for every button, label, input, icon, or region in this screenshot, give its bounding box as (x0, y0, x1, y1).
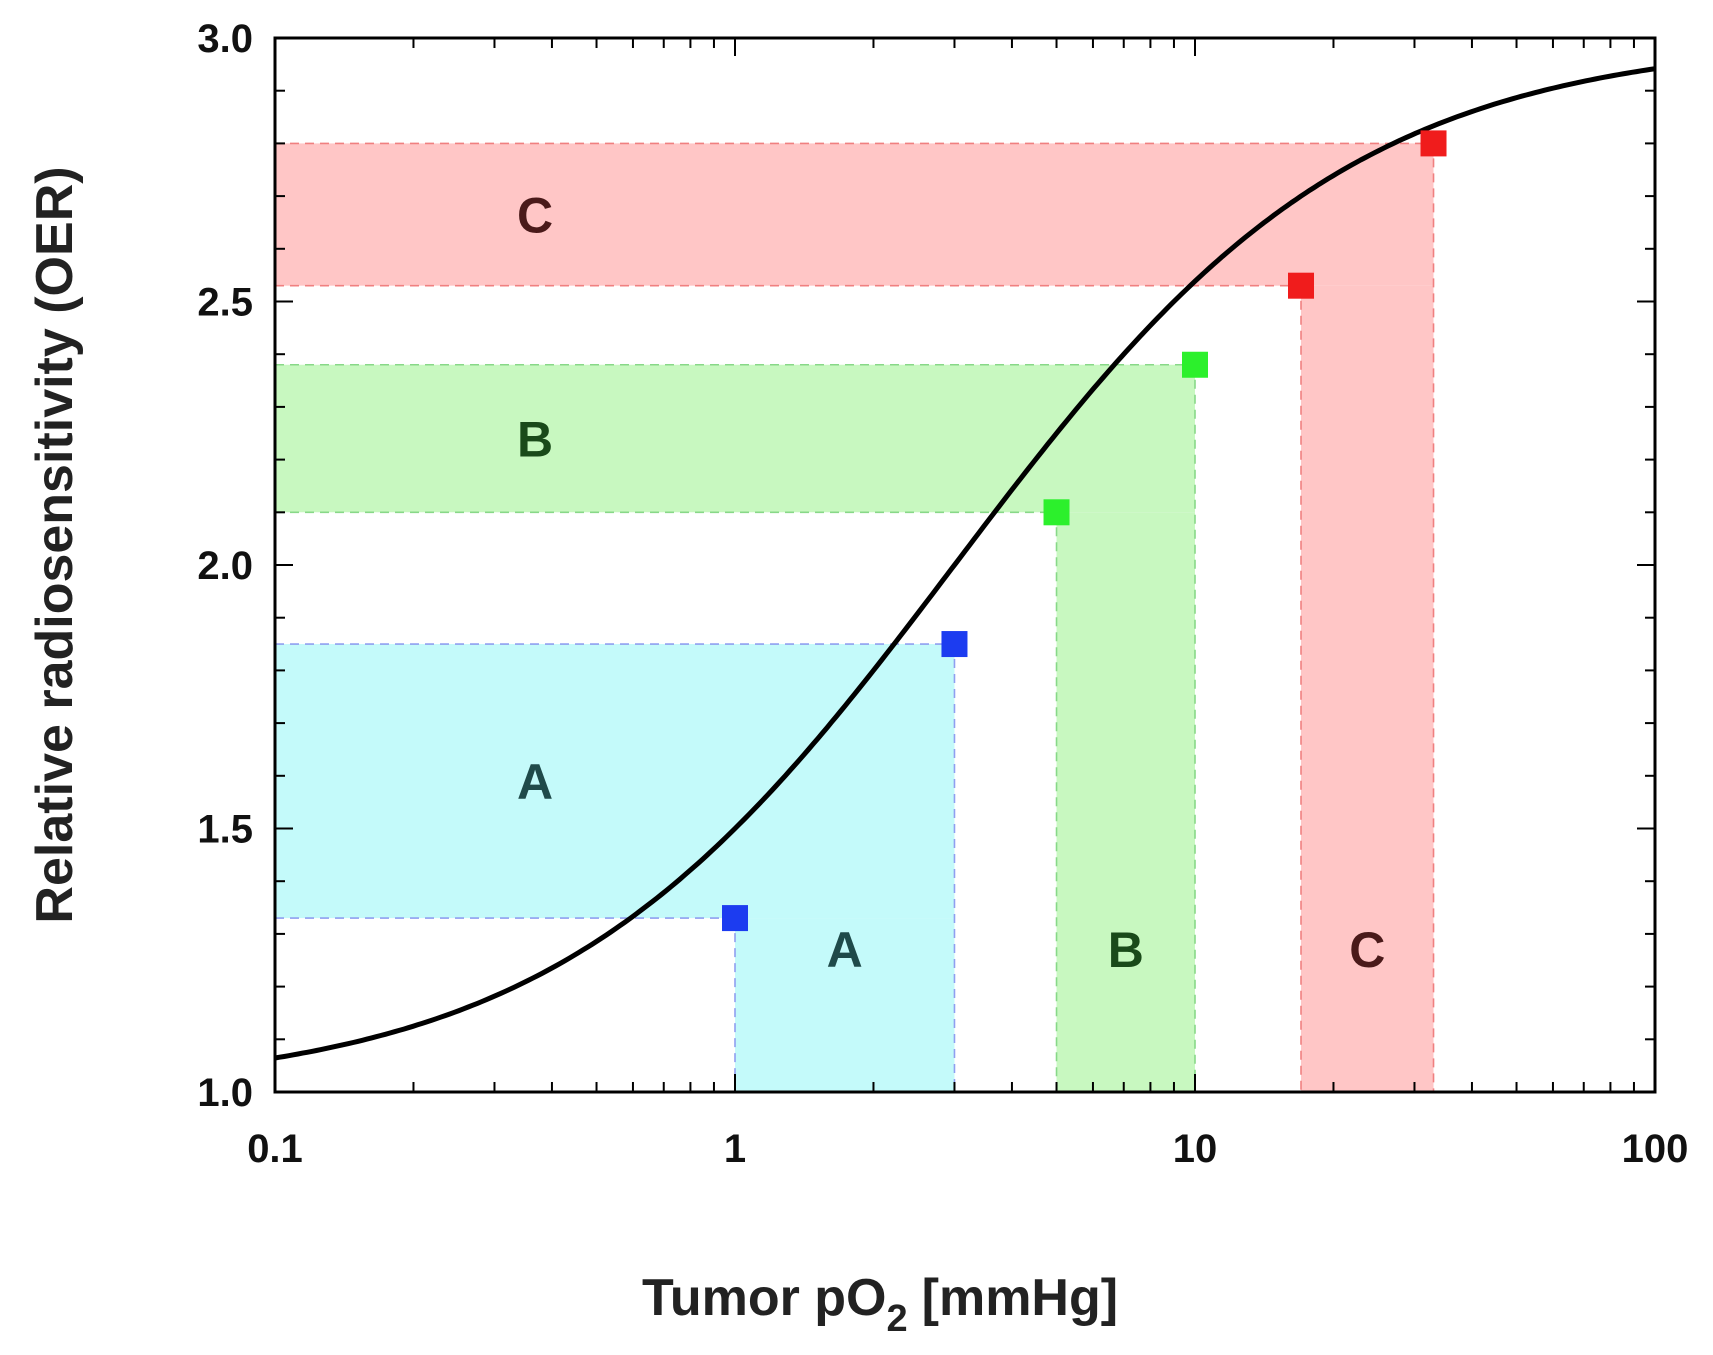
marker-b-high (1182, 351, 1208, 378)
band-dashed-edges (275, 142, 1435, 1092)
band-a-horizontal (275, 644, 955, 919)
x-axis-title-subscript: 2 (887, 1298, 908, 1340)
x-tick-label: 1 (724, 1127, 746, 1171)
band-a-vertical (735, 918, 955, 1092)
band-b-label-horizontal: B (517, 412, 553, 468)
x-axis-title: Tumor pO2 [mmHg] (642, 1269, 1118, 1340)
marker-b-low (1043, 499, 1070, 526)
y-tick-label: 3.0 (197, 17, 253, 61)
oer-curve (274, 66, 1656, 1061)
marker-a-high (941, 631, 968, 658)
vertical-bands (735, 285, 1434, 1092)
horizontal-bands (275, 143, 1434, 919)
band-b-vertical (1056, 512, 1195, 1092)
x-tick-label: 0.1 (247, 1127, 303, 1171)
band-b-horizontal (275, 364, 1195, 513)
x-axis-title-unit: [mmHg] (922, 1269, 1118, 1327)
y-axis-title: Relative radiosensitivity (OER) (26, 166, 84, 923)
y-tick-label: 2.0 (197, 544, 253, 588)
curve-layer (274, 66, 1656, 1061)
y-tick-label: 1.0 (197, 1071, 253, 1115)
x-tick-label: 100 (1622, 1127, 1689, 1171)
tick-marks (274, 37, 1656, 1093)
band-c-label-vertical: C (1349, 922, 1385, 978)
x-tick-label: 10 (1173, 1127, 1218, 1171)
band-c-label-horizontal: C (517, 188, 553, 244)
marker-c-low (1288, 272, 1315, 299)
marker-a-low (722, 905, 748, 932)
band-c-horizontal (275, 143, 1434, 286)
band-c-vertical (1301, 285, 1434, 1092)
y-tick-label: 1.5 (197, 808, 253, 852)
marker-layer (722, 130, 1447, 932)
tick-labels: 1.0 1.5 2.0 2.5 3.0 0.1 1 10 100 (197, 17, 1688, 1171)
band-a-label-vertical: A (827, 922, 863, 978)
y-tick-label: 2.5 (197, 281, 253, 325)
x-axis-title-main: Tumor pO (642, 1269, 887, 1327)
marker-c-high (1420, 130, 1447, 157)
band-a-label-horizontal: A (517, 754, 553, 810)
band-labels: A A B B C C (517, 188, 1385, 978)
band-b-label-vertical: B (1108, 922, 1144, 978)
